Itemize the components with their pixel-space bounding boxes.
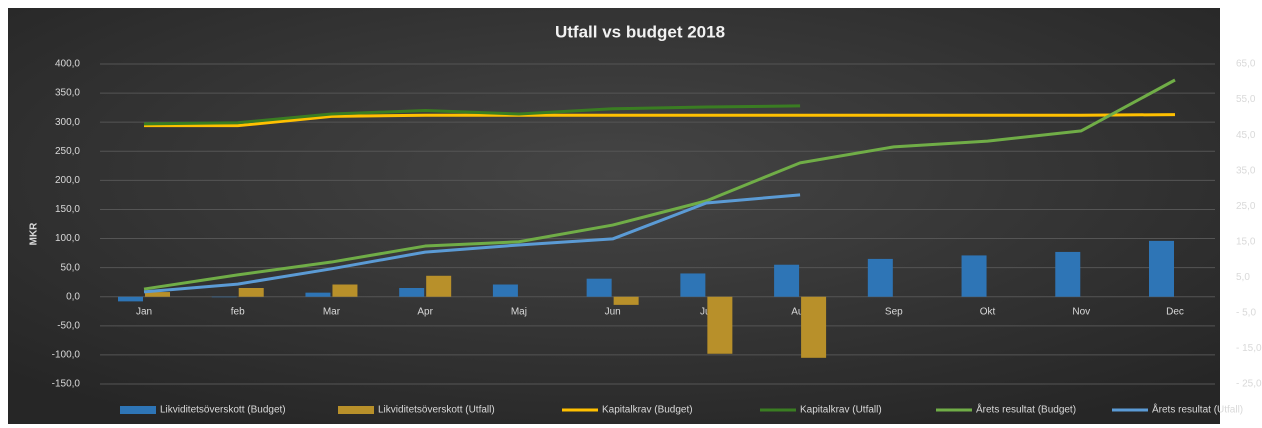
x-tick-label: Okt: [980, 306, 996, 317]
legend-label: Kapitalkrav (Utfall): [800, 405, 882, 416]
chart-area: [8, 8, 1220, 424]
y-tick-label: 100,0: [55, 233, 80, 244]
bar: [801, 296, 827, 358]
chart-title: Utfall vs budget 2018: [555, 22, 725, 41]
x-tick-label: Jun: [605, 306, 621, 317]
line-series: [143, 104, 801, 126]
x-tick-label: Maj: [511, 306, 527, 317]
y-tick-label: 50,0: [61, 262, 81, 273]
y-tick-label: 300,0: [55, 117, 80, 128]
bar: [426, 275, 452, 297]
legend-swatch: [338, 406, 374, 414]
y2-tick-label: 5,0: [1236, 272, 1250, 283]
bar: [211, 296, 237, 298]
y2-tick-label: - 15,0: [1236, 343, 1262, 354]
bar: [118, 296, 143, 302]
y-tick-label: 400,0: [55, 59, 80, 70]
bar: [492, 284, 518, 297]
bar: [774, 264, 800, 297]
legend-label: Årets resultat (Utfall): [1152, 403, 1243, 416]
x-tick-label: Apr: [417, 306, 433, 317]
bar: [680, 273, 706, 297]
y2-tick-label: 55,0: [1236, 94, 1256, 105]
y2-tick-label: - 25,0: [1236, 379, 1262, 390]
bar: [613, 296, 639, 305]
legend-swatch: [120, 406, 156, 414]
legend-label: Årets resultat (Budget): [976, 403, 1076, 416]
bar: [707, 296, 733, 354]
x-tick-label: Nov: [1072, 306, 1090, 317]
y2-tick-label: 35,0: [1236, 165, 1256, 176]
y-tick-label: 350,0: [55, 88, 80, 99]
line-series: [143, 193, 801, 294]
x-tick-label: Dec: [1166, 306, 1184, 317]
x-tick-label: Mar: [323, 306, 341, 317]
y-axis-title: MKR: [29, 222, 40, 246]
y-tick-label: -50,0: [57, 320, 80, 331]
bar: [238, 288, 264, 297]
line-series: [143, 78, 1176, 291]
bar: [399, 288, 425, 297]
y-tick-label: 250,0: [55, 146, 80, 157]
y2-tick-label: 45,0: [1236, 130, 1256, 141]
bar: [332, 284, 358, 297]
x-tick-label: Jan: [136, 306, 152, 317]
x-tick-label: feb: [231, 306, 245, 317]
y2-tick-label: 65,0: [1236, 59, 1256, 70]
legend-label: Likviditetsöverskott (Budget): [160, 405, 286, 416]
x-tick-label: Aug: [791, 306, 809, 317]
y-tick-label: 150,0: [55, 204, 80, 215]
line-series: [144, 113, 1176, 128]
y-tick-label: 0,0: [66, 291, 80, 302]
y2-tick-label: 25,0: [1236, 201, 1256, 212]
bar: [145, 292, 170, 297]
y2-tick-label: 15,0: [1236, 236, 1256, 247]
bar: [305, 292, 331, 297]
bar: [586, 278, 612, 297]
y2-tick-label: - 5,0: [1236, 308, 1256, 319]
legend-label: Kapitalkrav (Budget): [602, 405, 693, 416]
y-tick-label: -150,0: [52, 379, 81, 390]
bar: [1055, 251, 1081, 297]
y-tick-label: 200,0: [55, 175, 80, 186]
bar: [867, 258, 893, 297]
y-tick-label: -100,0: [52, 350, 81, 361]
x-tick-label: Sep: [885, 306, 903, 317]
x-tick-label: Jul: [700, 306, 713, 317]
bar: [961, 255, 987, 297]
bar: [1149, 240, 1174, 297]
legend-label: Likviditetsöverskott (Utfall): [378, 405, 495, 416]
